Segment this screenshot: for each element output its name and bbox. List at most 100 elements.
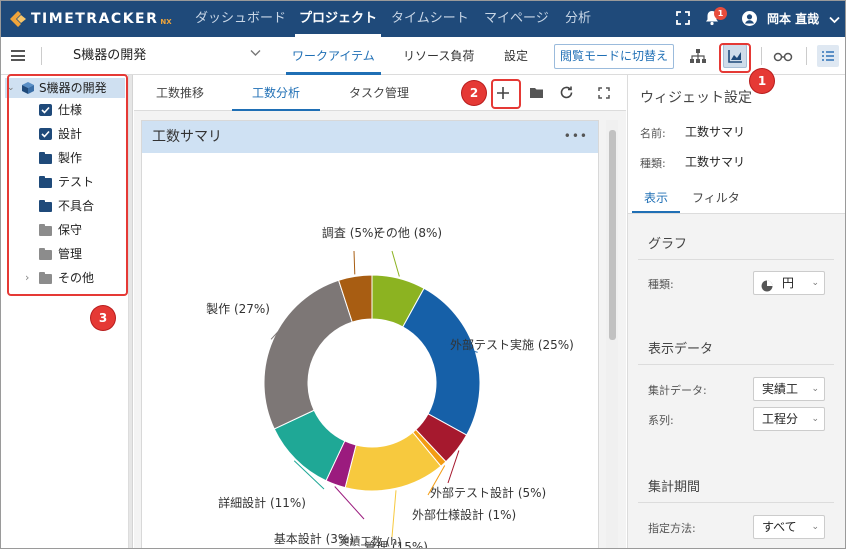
refresh-icon[interactable]	[559, 85, 574, 103]
aggregate-data-select[interactable]: 実績工 ⌄	[753, 377, 825, 401]
tab-effort-trend[interactable]: 工数推移	[156, 86, 205, 100]
series-value: 工程分	[762, 412, 799, 426]
folder-icon[interactable]	[529, 86, 544, 102]
tree-item-label: テスト	[58, 175, 95, 189]
tab-effort-analysis[interactable]: 工数分析	[231, 75, 321, 111]
tree-item-label: 保守	[58, 223, 83, 237]
scrollbar-thumb[interactable]	[609, 130, 616, 340]
nav-mypage[interactable]: マイページ	[484, 11, 549, 26]
plus-icon[interactable]	[496, 86, 510, 103]
user-icon[interactable]	[742, 11, 757, 29]
highlight-chart-button	[719, 43, 751, 73]
settings-title: ウィジェット設定	[640, 90, 752, 106]
project-toolbar: S機器の開発 ワークアイテム リソース負荷 設定 閲覧モードに切替え	[1, 37, 845, 75]
slice-label: 管理 (15%)	[364, 539, 428, 549]
graph-type-value: 円	[782, 276, 795, 290]
checkbox-icon	[39, 104, 52, 116]
user-name[interactable]: 岡本 直哉	[767, 12, 820, 26]
slice-leader-line	[334, 486, 365, 520]
tree-item-label: 製作	[58, 151, 83, 165]
nav-project[interactable]: プロジェクト	[294, 1, 382, 37]
slice-leader-line	[270, 322, 287, 340]
analysis-tabs: 工数推移 工数分析 タスク管理	[134, 75, 626, 111]
tab-task-management[interactable]: タスク管理	[349, 86, 410, 100]
tab-work-items[interactable]: ワークアイテム	[286, 37, 381, 75]
graph-section-title: グラフ	[648, 237, 688, 252]
highlight-tree	[7, 74, 128, 296]
view-mode-button[interactable]: 閲覧モードに切替え	[554, 44, 674, 69]
chevron-down-icon: ⌄	[811, 522, 819, 532]
project-dropdown-caret-icon[interactable]	[250, 49, 261, 60]
donut-slice[interactable]	[263, 279, 353, 430]
tab-filter[interactable]: フィルタ	[692, 191, 740, 205]
logo-suffix: NX	[160, 18, 172, 26]
donut-slice[interactable]	[337, 274, 373, 323]
active-tab-indicator	[632, 211, 680, 213]
tree-root-label: S機器の開発	[39, 81, 107, 95]
slice-leader-line	[391, 490, 397, 538]
method-select[interactable]: すべて ⌄	[753, 515, 825, 539]
divider	[638, 502, 834, 503]
tab-display[interactable]: 表示	[644, 191, 669, 205]
chevron-down-icon: ⌄	[811, 278, 819, 288]
effort-summary-widget: 工数サマリ ••• その他 (8%) 外部テスト実施 (25%) 外部テスト設計 (…	[141, 120, 599, 549]
slice-leader-line	[353, 250, 356, 275]
project-name[interactable]: S機器の開発	[73, 48, 147, 63]
logo-mark-icon	[9, 10, 27, 28]
nav-timesheet[interactable]: タイムシート	[391, 11, 469, 26]
highlight-add-button	[491, 79, 521, 109]
more-icon[interactable]: •••	[563, 129, 588, 143]
aggregate-data-value: 実績工	[762, 382, 799, 396]
analysis-pane: 工数推移 工数分析 タスク管理 工数サマリ	[134, 75, 626, 549]
slice-label: その他 (8%)	[374, 226, 442, 240]
folder-icon	[39, 152, 52, 164]
fullscreen-icon[interactable]	[598, 87, 610, 102]
slice-label: 外部テスト設計 (5%)	[430, 485, 546, 500]
tree-root-item[interactable]: ⌄ S機器の開発	[5, 78, 125, 98]
list-icon[interactable]	[817, 45, 839, 67]
cube-icon	[21, 81, 35, 101]
divider	[41, 47, 42, 65]
folder-gray-icon	[39, 272, 52, 284]
kind-value: 工数サマリ	[685, 155, 746, 169]
slice-label: 外部仕様設計 (1%)	[412, 507, 516, 522]
folder-icon	[39, 200, 52, 212]
divider	[761, 47, 762, 65]
donut-chart: その他 (8%) 外部テスト実施 (25%) 外部テスト設計 (5%) 外部仕様設計 …	[206, 226, 574, 549]
glasses-icon[interactable]	[771, 45, 795, 67]
collapse-caret-icon[interactable]: ⌄	[7, 83, 15, 93]
chevron-down-icon: ⌄	[811, 384, 819, 394]
period-section-title: 集計期間	[648, 480, 701, 495]
divider	[628, 213, 845, 214]
nav-dashboard[interactable]: ダッシュボード	[195, 11, 287, 26]
left-pane-splitter[interactable]	[129, 75, 133, 548]
pie-icon	[761, 277, 773, 294]
hierarchy-icon[interactable]	[687, 45, 709, 67]
hamburger-menu-icon[interactable]	[11, 50, 25, 61]
name-label: 名前:	[640, 127, 666, 140]
chevron-down-icon: ⌄	[811, 414, 819, 424]
tree-item-label: その他	[58, 271, 95, 285]
donut-slice[interactable]	[402, 287, 481, 436]
chart-x-axis-label: 実績工数 (h)	[338, 534, 401, 548]
method-value: すべて	[762, 520, 797, 534]
tab-resource-load[interactable]: リソース負荷	[403, 49, 475, 63]
expand-icon[interactable]	[676, 11, 690, 28]
checkbox-icon	[39, 128, 52, 140]
callout-1: 1	[750, 69, 774, 93]
slice-label: 製作 (27%)	[206, 302, 270, 316]
series-label: 系列:	[648, 414, 674, 427]
graph-type-select[interactable]: 円 ⌄	[753, 271, 825, 295]
tab-settings[interactable]: 設定	[504, 49, 529, 63]
app-logo[interactable]: TIMETRACKER NX	[9, 9, 172, 29]
expand-caret-icon[interactable]: ›	[25, 271, 30, 284]
slice-leader-line	[391, 250, 400, 277]
chevron-down-icon[interactable]	[829, 13, 840, 27]
slice-leader-line	[441, 342, 478, 353]
slice-leader-line	[293, 460, 325, 490]
kind-label: 種類:	[640, 157, 666, 170]
nav-analysis[interactable]: 分析	[565, 11, 592, 26]
series-select[interactable]: 工程分 ⌄	[753, 407, 825, 431]
settings-body: グラフ 種類: 円 ⌄ 表示データ 集計データ: 実績工 ⌄ 系列: 工程分 ⌄	[628, 214, 845, 548]
tree-item-label: 不具合	[58, 199, 95, 213]
